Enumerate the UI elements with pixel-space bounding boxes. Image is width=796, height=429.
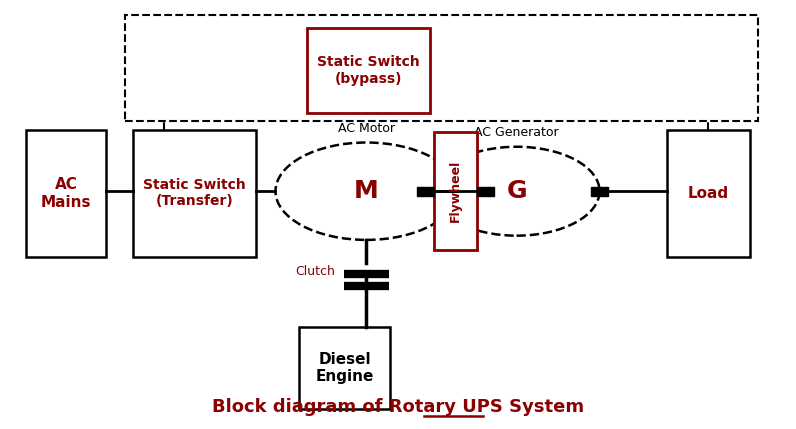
Text: AC Generator: AC Generator [474,126,559,139]
Bar [591,187,608,196]
Text: Static Switch
(bypass): Static Switch (bypass) [317,55,419,86]
Text: Load: Load [688,186,729,201]
Bar [26,130,106,257]
Circle shape [275,142,457,240]
Bar [307,28,430,113]
Text: G: G [506,179,527,203]
Text: AC Motor: AC Motor [338,122,395,135]
Bar [133,130,256,257]
Bar [435,132,477,251]
Bar [417,187,435,196]
Text: Block diagram of Rotary UPS System: Block diagram of Rotary UPS System [212,398,584,416]
Bar [477,187,494,196]
Bar [299,327,390,409]
Circle shape [434,147,599,236]
Bar [125,15,758,121]
Text: M: M [354,179,379,203]
Text: Clutch: Clutch [295,265,335,278]
Text: AC
Mains: AC Mains [41,177,92,209]
Text: Diesel
Engine: Diesel Engine [315,352,374,384]
Text: Static Switch
(Transfer): Static Switch (Transfer) [143,178,246,208]
Bar [667,130,750,257]
Text: Flywheel: Flywheel [449,160,462,222]
